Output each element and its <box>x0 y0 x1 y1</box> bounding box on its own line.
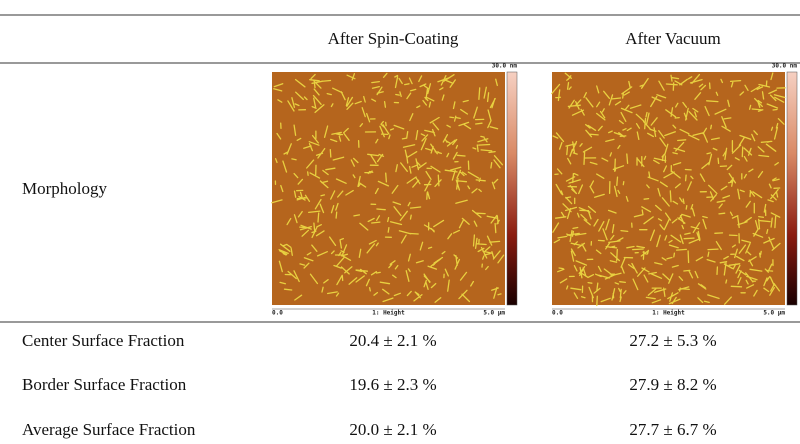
axis-min: 0.0 <box>552 310 563 317</box>
afm-image: 30.0 nm 0.0 1: Height 5.0 µm <box>551 63 798 317</box>
afm-image: 30.0 nm 0.0 1: Height 5.0 µm <box>271 63 518 317</box>
row-label: Center Surface Fraction <box>22 331 185 350</box>
row-label: Average Surface Fraction <box>22 420 196 439</box>
afm-fibers <box>551 72 786 307</box>
axis-max: 5.0 µm <box>763 310 785 317</box>
row-label: Morphology <box>22 179 108 198</box>
cell-value: 19.6 ± 2.3 % <box>349 375 436 394</box>
column-header: After Spin-Coating <box>328 29 459 48</box>
column-header: After Vacuum <box>625 29 721 48</box>
cell-value: 20.0 ± 2.1 % <box>349 420 436 439</box>
table-rows: Center Surface Fraction 20.4 ± 2.1 % 27.2 … <box>22 331 717 439</box>
color-bar <box>786 71 798 306</box>
afm-images: 30.0 nm 0.0 1: Height 5.0 µm 30.0 nm 0.0 1: He… <box>271 63 798 317</box>
color-bar <box>506 71 518 306</box>
axis-max: 5.0 µm <box>483 310 505 317</box>
cell-value: 27.7 ± 6.7 % <box>629 420 716 439</box>
afm-background <box>272 72 505 305</box>
cell-value: 20.4 ± 2.1 % <box>349 331 436 350</box>
color-scale-max: 30.0 nm <box>772 63 798 70</box>
channel-label: 1: Height <box>652 310 685 317</box>
color-scale-max: 30.0 nm <box>492 63 518 70</box>
cell-value: 27.9 ± 8.2 % <box>629 375 716 394</box>
row-label: Border Surface Fraction <box>22 375 187 394</box>
afm-fibers <box>271 72 505 303</box>
axis-min: 0.0 <box>272 310 283 317</box>
cell-value: 27.2 ± 5.3 % <box>629 331 716 350</box>
channel-label: 1: Height <box>372 310 405 317</box>
